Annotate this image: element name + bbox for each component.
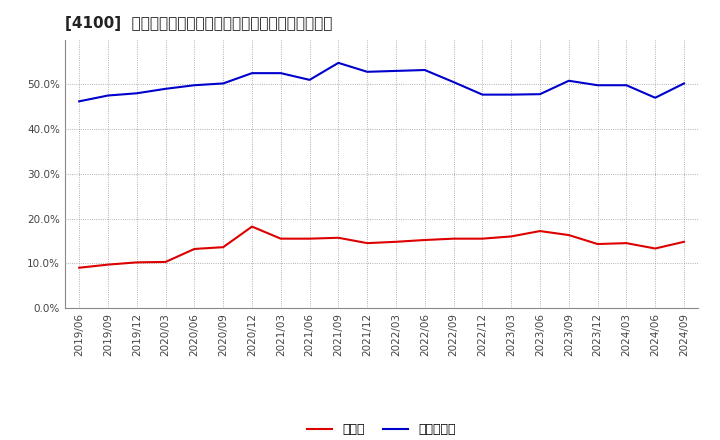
有利子負債 — [536, 92, 544, 97]
現頲金 — [104, 262, 112, 267]
有利子負債 — [680, 81, 688, 86]
有利子負債 — [248, 70, 256, 76]
有利子負債 — [593, 83, 602, 88]
Legend: 現頲金, 有利子負債: 現頲金, 有利子負債 — [302, 418, 461, 440]
現頲金 — [363, 241, 372, 246]
有利子負債 — [190, 83, 199, 88]
現頲金 — [564, 232, 573, 238]
有利子負債 — [363, 69, 372, 74]
現頲金 — [507, 234, 516, 239]
現頲金 — [276, 236, 285, 241]
有利子負債 — [276, 70, 285, 76]
現頲金 — [651, 246, 660, 251]
現頲金 — [75, 265, 84, 270]
有利子負債 — [132, 91, 141, 96]
有利子負債 — [507, 92, 516, 97]
有利子負債 — [219, 81, 228, 86]
現頲金 — [593, 242, 602, 247]
有利子負債 — [75, 99, 84, 104]
有利子負債 — [478, 92, 487, 97]
Text: [4100]  現頲金、有利子負債の総資産に対する比率の推移: [4100] 現頲金、有利子負債の総資産に対する比率の推移 — [65, 16, 332, 32]
現頲金 — [334, 235, 343, 240]
現頲金 — [622, 241, 631, 246]
現頲金 — [190, 246, 199, 252]
Line: 有利子負債: 有利子負債 — [79, 63, 684, 101]
現頲金 — [536, 228, 544, 234]
現頲金 — [680, 239, 688, 245]
有利子負債 — [104, 93, 112, 98]
現頲金 — [478, 236, 487, 241]
有利子負債 — [449, 80, 458, 85]
有利子負債 — [392, 68, 400, 73]
現頲金 — [305, 236, 314, 241]
現頲金 — [219, 245, 228, 250]
現頲金 — [161, 259, 170, 264]
現頲金 — [420, 237, 429, 242]
有利子負債 — [564, 78, 573, 84]
有利子負債 — [334, 60, 343, 66]
現頲金 — [248, 224, 256, 229]
有利子負債 — [161, 86, 170, 92]
有利子負債 — [420, 67, 429, 73]
有利子負債 — [651, 95, 660, 100]
現頲金 — [449, 236, 458, 241]
現頲金 — [132, 260, 141, 265]
Line: 現頲金: 現頲金 — [79, 227, 684, 268]
有利子負債 — [622, 83, 631, 88]
有利子負債 — [305, 77, 314, 82]
現頲金 — [392, 239, 400, 245]
